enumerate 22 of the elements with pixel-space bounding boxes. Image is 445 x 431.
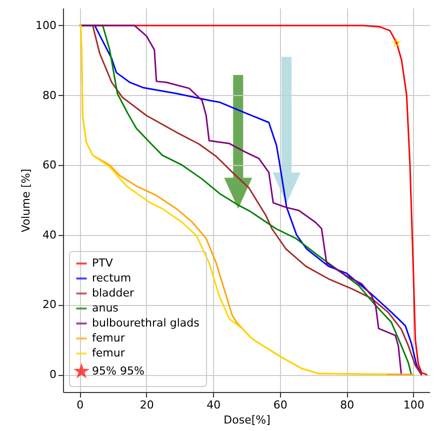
legend-label: femur <box>92 346 126 360</box>
y-tick-label: 40 <box>42 228 56 242</box>
x-tick-label: 40 <box>206 398 221 412</box>
x-tick-label: 20 <box>140 398 154 412</box>
legend-label: PTV <box>92 256 114 270</box>
y-tick-label: 60 <box>42 158 56 172</box>
legend-label: bulbourethral glads <box>92 316 200 330</box>
y-axis-title: Volume [%] <box>20 168 33 232</box>
legend-label: rectum <box>92 272 132 284</box>
y-tick-label: 0 <box>50 368 56 382</box>
x-tick-label: 60 <box>273 398 288 412</box>
y-tick-label: 80 <box>42 88 56 102</box>
x-tick-label: 0 <box>76 398 84 412</box>
y-tick-label: 20 <box>42 298 56 312</box>
x-axis-title: Dose[%] <box>224 414 270 426</box>
x-tick-label: 100 <box>403 398 424 412</box>
legend-label: 95% 95% <box>92 364 144 378</box>
legend-label: anus <box>92 302 119 314</box>
legend-label: femur <box>92 332 126 344</box>
y-tick-label: 100 <box>36 18 56 32</box>
x-tick-label: 80 <box>340 398 354 412</box>
legend-label: bladder <box>92 286 135 300</box>
